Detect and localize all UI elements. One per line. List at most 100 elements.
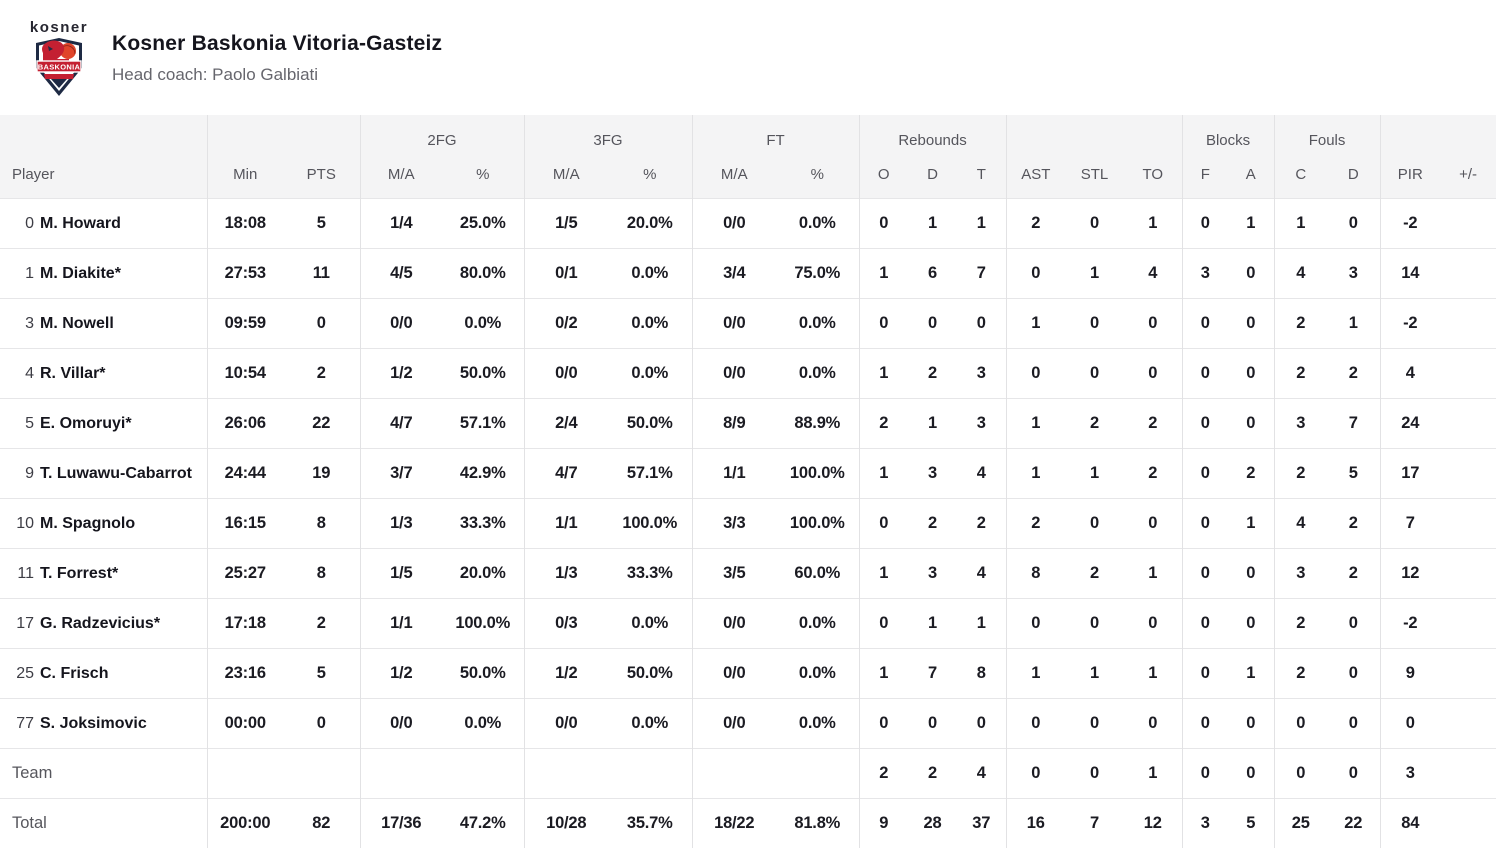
player-row: 0 M. Howard 18:08 5 1/4 25.0% 1/5 20.0% 0/0 0.0% 0… bbox=[0, 197, 1496, 248]
stat-cell: 0/0 bbox=[691, 697, 776, 748]
stat-cell: 0 bbox=[858, 297, 909, 348]
stat-cell: 4 bbox=[957, 547, 1007, 598]
column-foul-d: D bbox=[1327, 151, 1381, 198]
stat-cell: 1 bbox=[1124, 647, 1183, 698]
column-to: TO bbox=[1124, 115, 1183, 198]
stat-cell: 35.7% bbox=[608, 797, 692, 848]
stat-cell: 1 bbox=[858, 447, 909, 498]
stat-cell: 1/5 bbox=[359, 547, 442, 598]
stat-cell: 0 bbox=[1327, 647, 1381, 698]
stat-cell: 5 bbox=[283, 647, 360, 698]
stat-cell: 10/28 bbox=[523, 797, 608, 848]
stat-cell: 3/4 bbox=[691, 247, 776, 298]
stat-cell: 0 bbox=[1228, 697, 1275, 748]
group-fouls: Fouls bbox=[1273, 115, 1381, 151]
team-header: kosner BASKONIA Kosner Baskonia Vitor bbox=[0, 0, 1496, 115]
column-blk-f: F bbox=[1181, 151, 1229, 198]
stat-cell: 4 bbox=[957, 447, 1007, 498]
stat-cell: 57.1% bbox=[442, 397, 524, 448]
stat-cell: 1/5 bbox=[523, 197, 608, 248]
stat-cell: 1/2 bbox=[359, 347, 442, 398]
stat-cell: 0 bbox=[858, 197, 909, 248]
stat-cell: 0 bbox=[1005, 347, 1066, 398]
team-row: Team 2 2 4 0 0 1 0 0 0 0 3 bbox=[0, 747, 1496, 798]
stat-cell: 0.0% bbox=[608, 697, 692, 748]
stat-cell: 0/0 bbox=[691, 297, 776, 348]
jersey-number: 5 bbox=[25, 414, 34, 432]
stat-cell: 33.3% bbox=[608, 547, 692, 598]
stat-cell: 81.8% bbox=[776, 797, 860, 848]
stat-cell: 0 bbox=[283, 297, 360, 348]
stat-cell bbox=[1440, 547, 1496, 598]
stat-cell bbox=[523, 747, 608, 798]
stat-cell: 0 bbox=[957, 697, 1007, 748]
stat-cell: 0/3 bbox=[523, 597, 608, 648]
stat-cell: 0 bbox=[1327, 747, 1381, 798]
player-name: C. Frisch bbox=[40, 664, 109, 682]
column-2fg-ma: M/A bbox=[359, 151, 442, 198]
player-name: M. Howard bbox=[40, 214, 121, 232]
stat-cell: 0.0% bbox=[776, 347, 860, 398]
player-row: 4 R. Villar* 10:54 2 1/2 50.0% 0/0 0.0% 0/0 0.0% 1… bbox=[0, 347, 1496, 398]
stat-cell: 50.0% bbox=[442, 647, 524, 698]
stat-cell: 1 bbox=[1005, 647, 1066, 698]
jersey-number: 77 bbox=[16, 714, 34, 732]
group-header-row: Player Min PTS 2FG 3FG FT Rebounds AST S… bbox=[0, 115, 1496, 198]
stat-cell: 2 bbox=[283, 597, 360, 648]
stat-cell: 14 bbox=[1379, 247, 1441, 298]
box-score-table: Player Min PTS 2FG 3FG FT Rebounds AST S… bbox=[0, 115, 1496, 848]
player-cell: 17 G. Radzevicius* bbox=[0, 597, 207, 648]
stat-cell: 3 bbox=[1273, 397, 1328, 448]
column-blk-a: A bbox=[1228, 151, 1275, 198]
player-name: M. Diakite* bbox=[40, 264, 121, 282]
stat-cell: 0 bbox=[908, 297, 958, 348]
stat-cell: 0.0% bbox=[442, 697, 524, 748]
player-row: 10 M. Spagnolo 16:15 8 1/3 33.3% 1/1 100.0% 3/3 1… bbox=[0, 497, 1496, 548]
stat-cell: 0 bbox=[1005, 247, 1066, 298]
stat-cell: 28 bbox=[908, 797, 958, 848]
stat-cell: 5 bbox=[283, 197, 360, 248]
column-stl: STL bbox=[1065, 115, 1125, 198]
stat-cell: 3 bbox=[1327, 247, 1381, 298]
stat-cell: 1 bbox=[858, 647, 909, 698]
team-info: Kosner Baskonia Vitoria-Gasteiz Head coa… bbox=[112, 33, 442, 83]
stat-cell: 1 bbox=[908, 597, 958, 648]
stat-cell: 0/0 bbox=[359, 697, 442, 748]
column-pts: PTS bbox=[283, 115, 360, 198]
stat-cell: 24 bbox=[1379, 397, 1441, 448]
stat-cell: 0 bbox=[1228, 547, 1275, 598]
stat-cell: 0 bbox=[908, 697, 958, 748]
stat-cell: 0 bbox=[1379, 697, 1441, 748]
column-ft-pct: % bbox=[776, 151, 860, 198]
stat-cell: 16 bbox=[1005, 797, 1066, 848]
stat-cell: 0 bbox=[1181, 397, 1229, 448]
jersey-number: 25 bbox=[16, 664, 34, 682]
stat-cell: 4 bbox=[957, 747, 1007, 798]
stat-cell: 8 bbox=[283, 547, 360, 598]
player-name: M. Spagnolo bbox=[40, 514, 136, 532]
stat-cell bbox=[608, 747, 692, 798]
group-ft: FT bbox=[691, 115, 860, 151]
stat-cell bbox=[1440, 497, 1496, 548]
stat-cell: 3 bbox=[1181, 247, 1229, 298]
stat-cell: 27:53 bbox=[206, 247, 283, 298]
stat-cell: 20.0% bbox=[442, 547, 524, 598]
stat-cell bbox=[1440, 747, 1496, 798]
stat-cell: 1 bbox=[1124, 747, 1183, 798]
stat-cell: 0.0% bbox=[776, 647, 860, 698]
player-row: 1 M. Diakite* 27:53 11 4/5 80.0% 0/1 0.0% 3/4 75.… bbox=[0, 247, 1496, 298]
stat-cell: 0 bbox=[283, 697, 360, 748]
stat-cell: 7 bbox=[1379, 497, 1441, 548]
stat-cell: 0.0% bbox=[776, 597, 860, 648]
player-cell: 5 E. Omoruyi* bbox=[0, 397, 207, 448]
stat-cell: 2 bbox=[1273, 647, 1328, 698]
jersey-number: 17 bbox=[16, 614, 34, 632]
stat-cell: 1 bbox=[1228, 197, 1275, 248]
stat-cell: 2 bbox=[908, 497, 958, 548]
stat-cell: 3 bbox=[957, 347, 1007, 398]
stat-cell: 75.0% bbox=[776, 247, 860, 298]
club-logo: kosner BASKONIA bbox=[26, 17, 92, 99]
player-row: 25 C. Frisch 23:16 5 1/2 50.0% 1/2 50.0% 0/0 0.0%… bbox=[0, 647, 1496, 698]
stat-cell: 1 bbox=[1065, 247, 1125, 298]
stat-cell: 0 bbox=[1181, 647, 1229, 698]
